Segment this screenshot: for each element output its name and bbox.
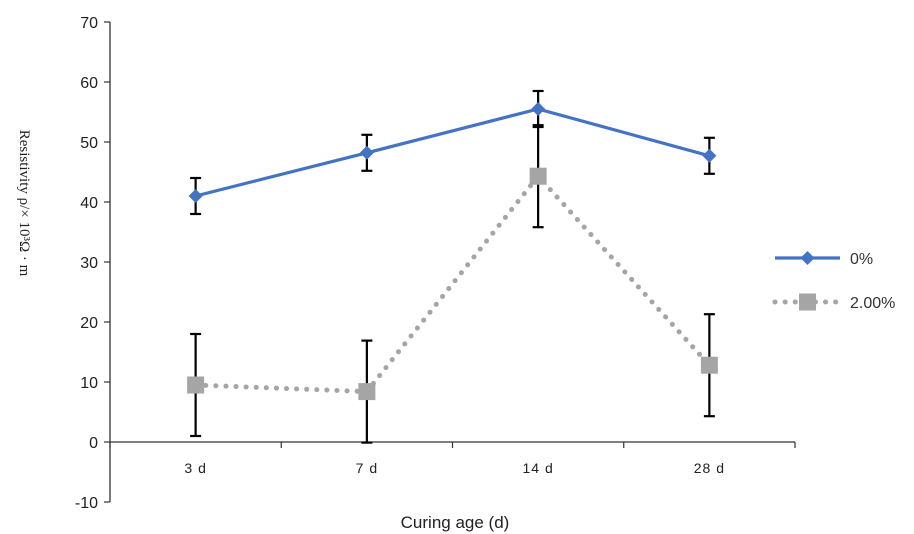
legend-label: 0% [850,251,873,268]
data-point-series-2 [529,167,547,185]
x-axis-title: Curing age (d) [401,513,510,532]
data-point-series-1 [359,145,374,160]
x-tick-label: 3 d [184,460,206,476]
x-tick-label: 7 d [356,460,378,476]
y-tick-label: -10 [75,495,98,512]
y-tick-label: 0 [89,435,98,452]
data-point-series-2 [358,383,376,401]
data-point-series-2 [700,356,718,374]
y-tick-label: 20 [80,315,98,332]
y-tick-label: 60 [80,75,98,92]
series-line-1 [195,107,710,198]
series-layer [187,89,718,444]
legend-marker [800,251,815,265]
y-tick-label: 30 [80,255,98,272]
data-point-series-1 [531,102,546,116]
x-axis: 3 d 7 d 14 d 28 d [109,441,796,476]
x-tick-label: 14 d [523,460,554,476]
y-tick-label: 50 [80,135,98,152]
series-line-2 [193,173,712,395]
x-tick-label: 28 d [694,460,725,476]
data-point-series-1 [188,189,203,203]
y-axis: -10 0 10 20 30 40 50 60 70 [75,15,111,512]
y-tick-label: 40 [80,195,98,212]
y-tick-label: 10 [80,375,98,392]
legend-marker [799,293,816,311]
y-tick-label: 70 [80,15,98,32]
y-axis-title: Resistivity ρ/× 10³Ω · m [16,130,32,277]
data-point-series-1 [702,148,717,163]
data-point-series-2 [187,376,205,394]
legend: 0% 2.00% [772,251,895,312]
legend-label: 2.00% [850,295,895,312]
